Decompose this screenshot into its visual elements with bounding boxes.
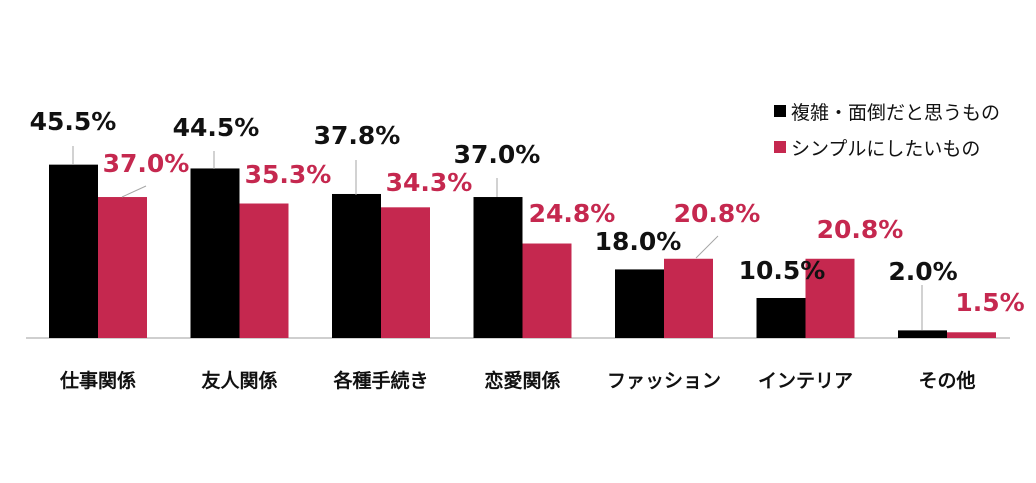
bar-series1-0 <box>49 164 98 338</box>
bar-series2-4 <box>664 258 713 338</box>
category-label-6: その他 <box>918 369 975 392</box>
data-label-series1-5: 10.5% <box>739 256 826 285</box>
leader-lines-group <box>72 146 923 330</box>
data-label-series2-0: 37.0% <box>103 149 190 178</box>
data-label-series1-6: 2.0% <box>888 257 957 286</box>
bar-series2-0 <box>98 197 147 338</box>
legend-item-series2: シンプルにしたいもの <box>774 136 1000 160</box>
data-label-series1-2: 37.8% <box>314 121 401 150</box>
bar-series1-6 <box>898 330 947 338</box>
category-label-4: ファッション <box>607 370 721 392</box>
data-label-series2-6: 1.5% <box>955 288 1024 317</box>
bar-series1-4 <box>615 269 664 338</box>
legend: 複雑・面倒だと思うもの シンプルにしたいもの <box>774 100 1000 172</box>
leader-line-series2-0 <box>121 185 147 198</box>
bar-series2-6 <box>947 332 996 338</box>
bar-series2-3 <box>522 243 572 338</box>
category-label-3: 恋愛関係 <box>484 369 560 392</box>
data-label-series1-0: 45.5% <box>30 107 117 136</box>
bars-group <box>49 164 996 338</box>
data-label-series1-3: 37.0% <box>454 140 541 169</box>
category-labels-group: 仕事関係 友人関係 各種手続き 恋愛関係 ファッション インテリア その他 <box>59 369 976 392</box>
legend-swatch-series2 <box>774 141 786 153</box>
leader-line-series2-4 <box>695 235 719 259</box>
data-label-series2-1: 35.3% <box>245 160 332 189</box>
data-label-series1-4: 18.0% <box>595 227 682 256</box>
bar-series2-5 <box>805 258 855 338</box>
bar-series1-3 <box>473 197 523 338</box>
bar-series2-2 <box>381 207 430 338</box>
data-label-series1-1: 44.5% <box>173 113 260 142</box>
legend-label-series2: シンプルにしたいもの <box>791 137 981 160</box>
data-label-series2-2: 34.3% <box>386 168 473 197</box>
category-label-1: 友人関係 <box>201 369 277 392</box>
legend-label-series1: 複雑・面倒だと思うもの <box>791 101 1001 124</box>
bar-series1-5 <box>756 297 806 338</box>
legend-swatch-series1 <box>774 105 786 117</box>
legend-item-series1: 複雑・面倒だと思うもの <box>774 100 1001 124</box>
category-label-2: 各種手続き <box>332 369 428 392</box>
bar-series1-2 <box>332 193 381 338</box>
bar-series2-1 <box>239 203 289 338</box>
data-label-series2-3: 24.8% <box>529 199 616 228</box>
category-label-5: インテリア <box>758 370 853 392</box>
data-labels-group: 45.5%37.0%44.5%35.3%37.8%34.3%37.0%24.8%… <box>30 107 1025 317</box>
data-label-series2-5: 20.8% <box>817 215 904 244</box>
category-label-0: 仕事関係 <box>59 369 136 392</box>
data-label-series2-4: 20.8% <box>674 199 761 228</box>
bar-series1-1 <box>190 168 240 338</box>
